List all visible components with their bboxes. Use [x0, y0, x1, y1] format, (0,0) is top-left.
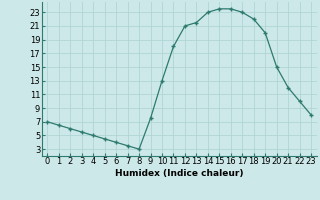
X-axis label: Humidex (Indice chaleur): Humidex (Indice chaleur) — [115, 169, 244, 178]
